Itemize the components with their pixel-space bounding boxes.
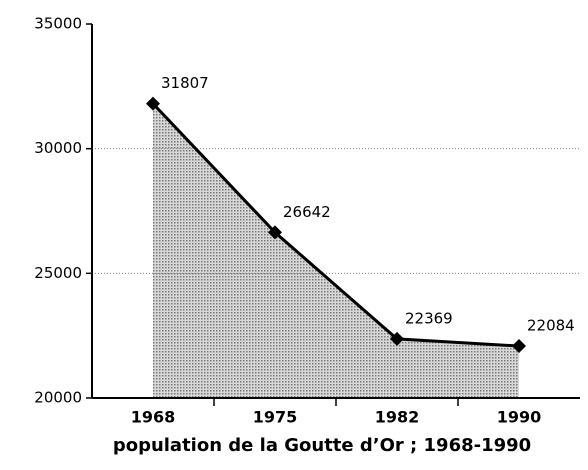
marker — [512, 339, 526, 354]
marker — [268, 225, 282, 240]
x-tick-label: 1968 — [131, 408, 176, 427]
chart-title: population de la Goutte d’Or ; 1968-1990 — [113, 435, 531, 456]
area — [153, 103, 519, 399]
line — [151, 102, 520, 348]
x-tick-label: 1982 — [375, 408, 420, 427]
y-tick-label: 20000 — [34, 389, 82, 407]
marker — [146, 96, 160, 111]
x-tick-label: 1975 — [253, 408, 298, 427]
data-label: 22369 — [405, 309, 453, 327]
y-tick-label: 35000 — [34, 15, 82, 33]
marker — [390, 331, 404, 346]
data-label: 26642 — [283, 203, 331, 221]
data-label: 31807 — [161, 74, 209, 92]
y-tick-label: 25000 — [34, 264, 82, 282]
x-tick-label: 1990 — [497, 408, 542, 427]
data-label: 22084 — [527, 317, 575, 335]
y-tick-label: 30000 — [34, 139, 82, 157]
